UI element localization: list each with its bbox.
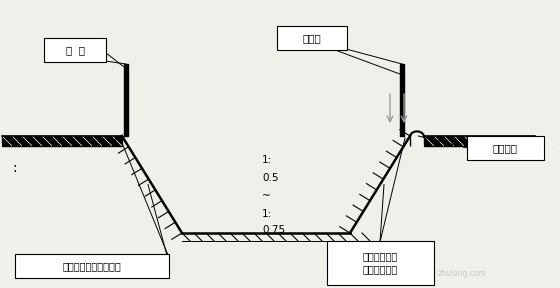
Text: 设护道: 设护道	[302, 33, 321, 43]
Bar	[124, 64, 128, 136]
Text: :: :	[13, 161, 17, 175]
Bar	[400, 64, 404, 136]
Text: 观察坑壁边缘有无裂缝: 观察坑壁边缘有无裂缝	[63, 261, 122, 271]
Text: 1:: 1:	[262, 155, 272, 165]
Text: 1:: 1:	[262, 209, 272, 219]
Text: 0.5: 0.5	[262, 173, 278, 183]
Text: zhulong.com: zhulong.com	[437, 268, 487, 278]
FancyBboxPatch shape	[44, 38, 106, 62]
Polygon shape	[424, 136, 535, 146]
Text: 观察坑壁边缘
有无松散塌落: 观察坑壁边缘 有无松散塌落	[362, 251, 398, 274]
Text: ~: ~	[262, 191, 270, 201]
Text: 0.75: 0.75	[262, 225, 285, 235]
FancyBboxPatch shape	[277, 26, 347, 50]
FancyBboxPatch shape	[15, 254, 169, 278]
Text: 护  栏: 护 栏	[66, 45, 85, 55]
FancyBboxPatch shape	[466, 136, 544, 160]
Polygon shape	[2, 136, 122, 146]
FancyBboxPatch shape	[326, 241, 433, 285]
Text: 设截水沟: 设截水沟	[492, 143, 517, 153]
